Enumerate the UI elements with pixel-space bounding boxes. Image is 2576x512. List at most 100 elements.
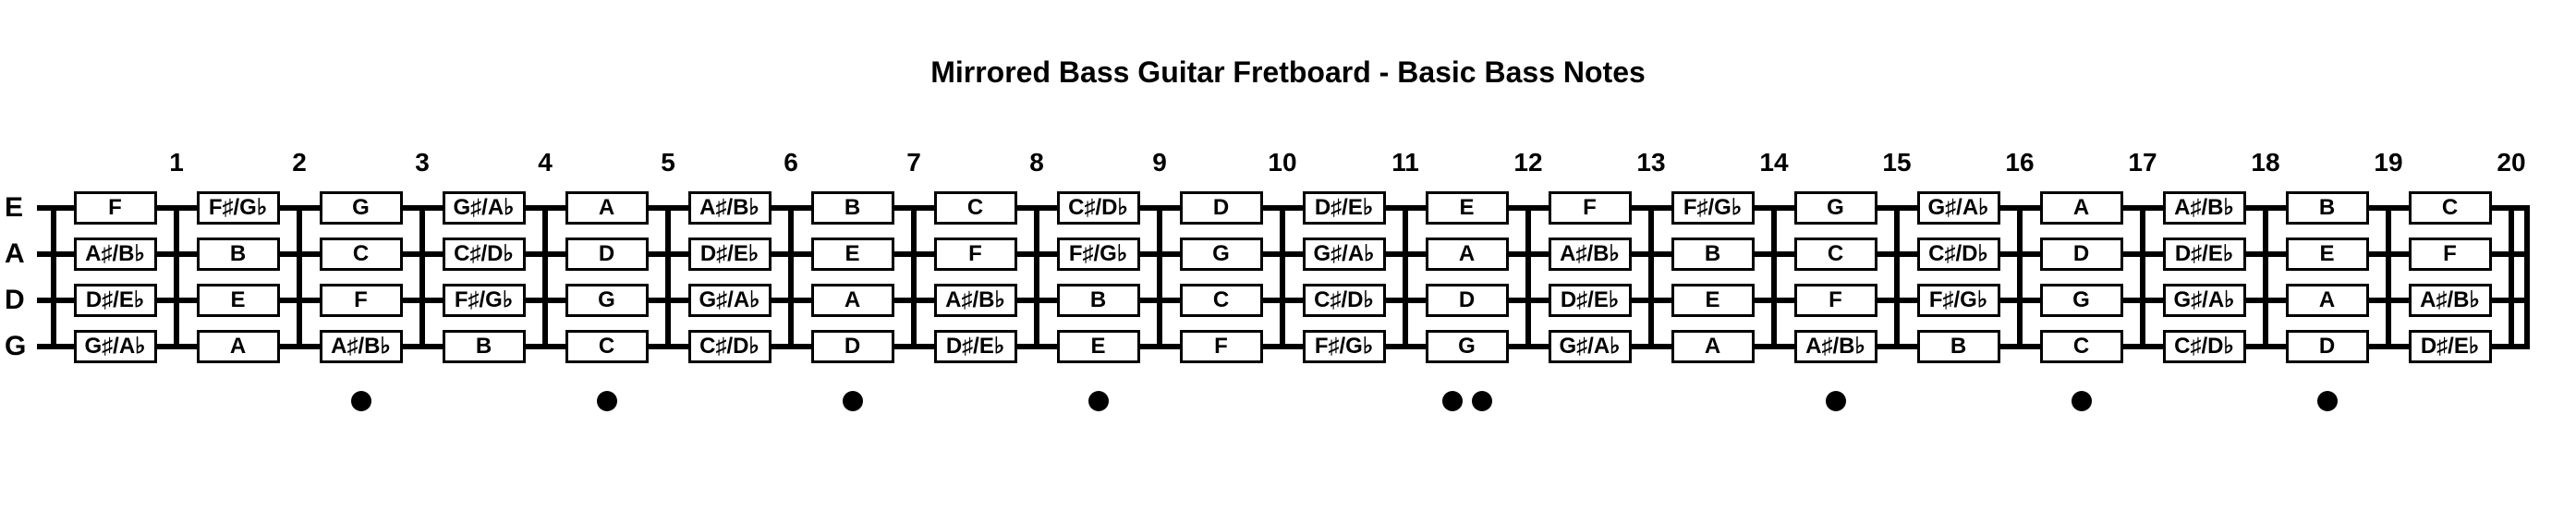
fret-number: 17: [2124, 148, 2161, 177]
fret-line: [2140, 205, 2145, 349]
fret-line: [297, 205, 302, 349]
note-box: A: [1426, 238, 1509, 271]
fret-line: [2509, 205, 2514, 349]
note-box: F: [1794, 284, 1877, 317]
note-box: A♯/B♭: [1794, 330, 1877, 363]
diagram-title: Mirrored Bass Guitar Fretboard - Basic B…: [0, 55, 2576, 90]
open-string-label: D: [5, 285, 25, 316]
note-box: F♯/G♭: [1303, 330, 1386, 363]
note-box: B: [197, 238, 280, 271]
note-box: D: [811, 330, 894, 363]
note-box: E: [2286, 238, 2369, 271]
note-box: C♯/D♭: [2163, 330, 2246, 363]
note-box: F: [2409, 238, 2492, 271]
fret-line: [1525, 205, 1531, 349]
fret-line: [2017, 205, 2023, 349]
note-box: D♯/E♭: [688, 238, 772, 271]
note-box: B: [443, 330, 526, 363]
fret-line: [1157, 205, 1162, 349]
note-box: C♯/D♭: [1917, 238, 2000, 271]
fret-number: 3: [404, 148, 441, 177]
fret-number: 1: [158, 148, 195, 177]
fret-line: [542, 205, 548, 349]
nut-line: [51, 205, 56, 349]
fret-number: 10: [1264, 148, 1301, 177]
note-box: G♯/A♭: [2163, 284, 2246, 317]
fret-line: [174, 205, 179, 349]
note-box: B: [2286, 191, 2369, 225]
note-box: G♯/A♭: [688, 284, 772, 317]
note-box: G: [565, 284, 649, 317]
note-box: A♯/B♭: [74, 238, 157, 271]
note-box: F: [1180, 330, 1263, 363]
note-box: B: [1671, 238, 1755, 271]
note-box: A♯/B♭: [2163, 191, 2246, 225]
note-box: D: [1426, 284, 1509, 317]
fret-number: 18: [2247, 148, 2284, 177]
open-string-label: A: [5, 238, 25, 270]
note-box: F♯/G♭: [1671, 191, 1755, 225]
note-box: C♯/D♭: [443, 238, 526, 271]
note-box: F: [74, 191, 157, 225]
note-box: F♯/G♭: [1917, 284, 2000, 317]
fret-line: [1034, 205, 1039, 349]
fret-line: [665, 205, 671, 349]
note-box: D♯/E♭: [1303, 191, 1386, 225]
fretboard: 1234567891011121314151617181920 EADGFF♯/…: [37, 148, 2532, 421]
open-string-label: E: [5, 192, 23, 224]
note-box: A: [565, 191, 649, 225]
note-box: D♯/E♭: [934, 330, 1017, 363]
fret-number: 5: [650, 148, 687, 177]
note-box: G♯/A♭: [443, 191, 526, 225]
note-box: F: [320, 284, 403, 317]
note-box: C: [565, 330, 649, 363]
note-box: E: [1426, 191, 1509, 225]
note-box: A: [811, 284, 894, 317]
note-box: G: [1426, 330, 1509, 363]
note-box: B: [1917, 330, 2000, 363]
fret-number: 14: [1756, 148, 1792, 177]
fret-number: 12: [1510, 148, 1547, 177]
fret-number: 8: [1018, 148, 1055, 177]
note-box: C♯/D♭: [688, 330, 772, 363]
note-box: D: [2040, 238, 2123, 271]
fret-marker-dot: [1442, 391, 1463, 411]
note-box: G: [1180, 238, 1263, 271]
note-box: C♯/D♭: [1057, 191, 1140, 225]
fret-number: 16: [2001, 148, 2038, 177]
fret-line: [1771, 205, 1777, 349]
note-box: D♯/E♭: [74, 284, 157, 317]
note-box: F♯/G♭: [1057, 238, 1140, 271]
fret-line: [2263, 205, 2268, 349]
note-box: G♯/A♭: [1303, 238, 1386, 271]
fret-marker-dot: [351, 391, 371, 411]
fret-line: [1280, 205, 1285, 349]
note-box: G♯/A♭: [74, 330, 157, 363]
note-box: C: [320, 238, 403, 271]
note-box: A♯/B♭: [320, 330, 403, 363]
note-box: G♯/A♭: [1917, 191, 2000, 225]
end-line: [2524, 205, 2530, 349]
fret-line: [2386, 205, 2391, 349]
note-box: D: [1180, 191, 1263, 225]
fret-marker-dot: [2317, 391, 2338, 411]
note-box: G: [320, 191, 403, 225]
note-box: E: [1671, 284, 1755, 317]
fret-numbers-row: 1234567891011121314151617181920: [37, 148, 2532, 185]
note-box: A: [1671, 330, 1755, 363]
note-box: B: [1057, 284, 1140, 317]
note-box: A♯/B♭: [2409, 284, 2492, 317]
fret-line: [1648, 205, 1654, 349]
note-box: E: [1057, 330, 1140, 363]
note-box: D♯/E♭: [2409, 330, 2492, 363]
note-box: C: [2040, 330, 2123, 363]
fret-marker-dot: [597, 391, 617, 411]
note-box: E: [197, 284, 280, 317]
note-box: A♯/B♭: [934, 284, 1017, 317]
fret-number: 2: [281, 148, 318, 177]
fret-number: 6: [772, 148, 809, 177]
fret-marker-dot: [1826, 391, 1846, 411]
note-box: A: [2040, 191, 2123, 225]
fret-line: [788, 205, 794, 349]
open-string-label: G: [5, 331, 26, 362]
